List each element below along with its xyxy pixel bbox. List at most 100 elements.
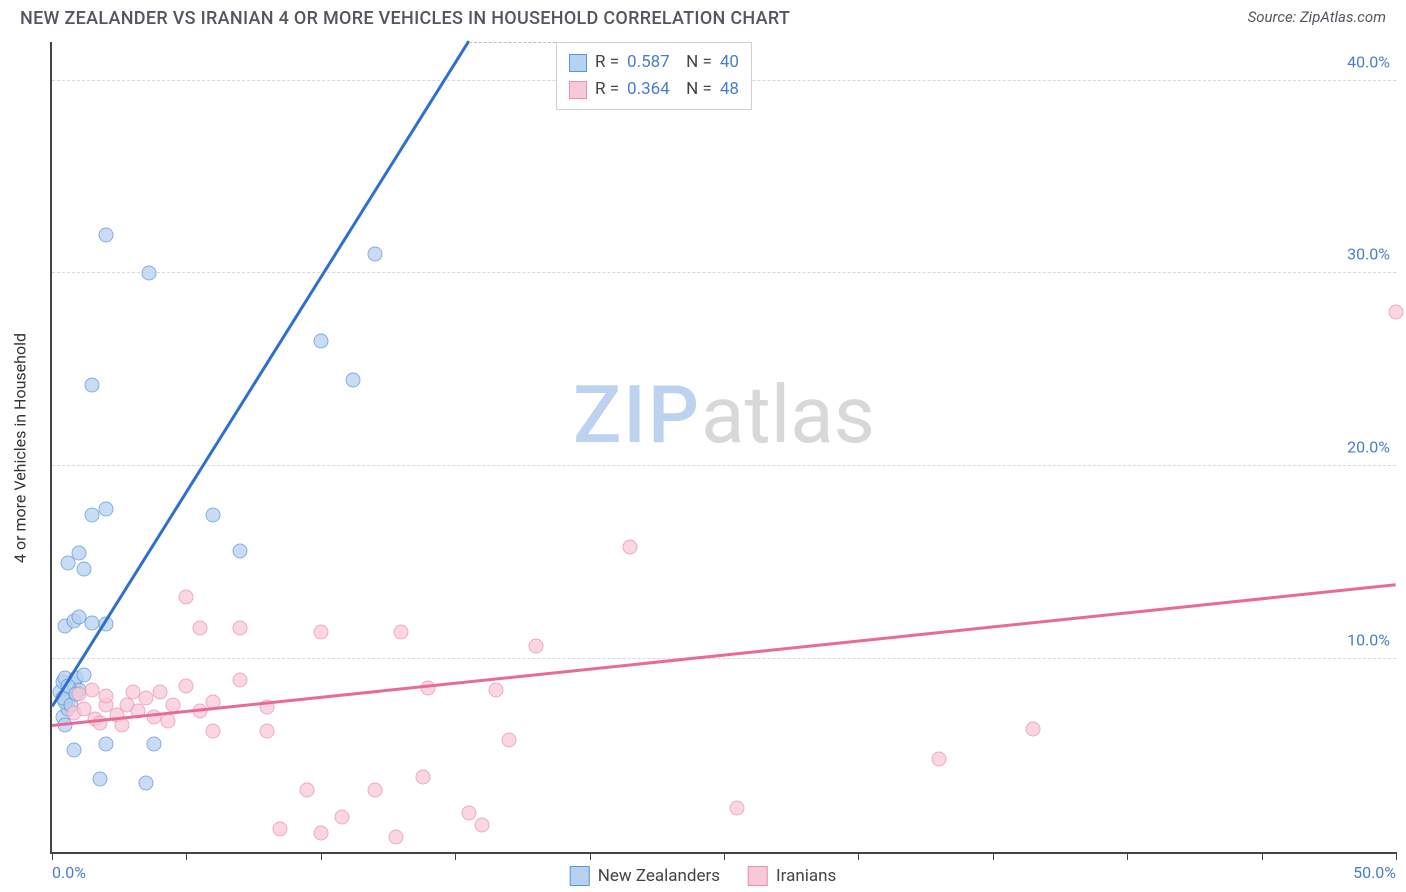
scatter-point: [273, 821, 288, 836]
stat-n-value: 48: [720, 76, 739, 103]
scatter-point: [335, 810, 350, 825]
legend-item: New Zealanders: [570, 866, 720, 886]
chart-title: NEW ZEALANDER VS IRANIAN 4 OR MORE VEHIC…: [20, 8, 790, 29]
scatter-point: [71, 546, 86, 561]
scatter-point: [313, 825, 328, 840]
scatter-point: [93, 771, 108, 786]
gridline-h: [52, 465, 1396, 466]
scatter-point: [488, 683, 503, 698]
scatter-point: [147, 737, 162, 752]
scatter-point: [300, 783, 315, 798]
x-axis-min-label: 0.0%: [52, 863, 86, 882]
scatter-point: [98, 688, 113, 703]
scatter-point: [346, 372, 361, 387]
stat-n-label: N =: [678, 76, 712, 103]
x-tick: [1396, 852, 1397, 860]
x-tick: [993, 852, 994, 860]
scatter-point: [66, 742, 81, 757]
legend-swatch: [570, 866, 590, 886]
x-tick: [590, 852, 591, 860]
scatter-point: [98, 227, 113, 242]
x-tick: [186, 852, 187, 860]
x-tick: [52, 852, 53, 860]
scatter-point: [192, 621, 207, 636]
stat-swatch: [569, 81, 587, 99]
title-bar: NEW ZEALANDER VS IRANIAN 4 OR MORE VEHIC…: [0, 0, 1406, 29]
scatter-point: [233, 673, 248, 688]
scatter-point: [932, 752, 947, 767]
scatter-point: [179, 679, 194, 694]
scatter-point: [475, 818, 490, 833]
scatter-point: [206, 507, 221, 522]
plot-area: ZIPatlas 10.0%20.0%30.0%40.0%0.0%50.0%R …: [50, 42, 1396, 854]
scatter-point: [233, 544, 248, 559]
stat-n-label: N =: [678, 49, 712, 76]
scatter-point: [160, 713, 175, 728]
y-tick-label: 30.0%: [1347, 245, 1390, 264]
x-tick: [455, 852, 456, 860]
scatter-point: [394, 625, 409, 640]
stat-box-connector: [469, 42, 556, 43]
chart-container: NEW ZEALANDER VS IRANIAN 4 OR MORE VEHIC…: [0, 0, 1406, 892]
stat-row: R = 0.587 N = 40: [569, 49, 739, 76]
scatter-point: [179, 590, 194, 605]
stat-row: R = 0.364 N = 48: [569, 76, 739, 103]
plot-area-wrap: 4 or more Vehicles in Household ZIPatlas…: [50, 42, 1396, 854]
y-tick-label: 20.0%: [1347, 438, 1390, 457]
x-tick: [724, 852, 725, 860]
legend-item: Iranians: [748, 866, 836, 886]
source-label: Source: ZipAtlas.com: [1248, 8, 1386, 26]
x-axis-max-label: 50.0%: [1353, 863, 1396, 882]
scatter-point: [260, 723, 275, 738]
legend: New Zealanders Iranians: [570, 866, 837, 886]
scatter-point: [206, 723, 221, 738]
scatter-point: [389, 829, 404, 844]
scatter-point: [139, 775, 154, 790]
y-tick-label: 10.0%: [1347, 631, 1390, 650]
x-tick: [1262, 852, 1263, 860]
x-tick: [1127, 852, 1128, 860]
scatter-point: [141, 266, 156, 281]
scatter-point: [461, 806, 476, 821]
scatter-point: [313, 625, 328, 640]
gridline-h: [52, 272, 1396, 273]
x-tick: [858, 852, 859, 860]
stat-swatch: [569, 54, 587, 72]
y-tick-label: 40.0%: [1347, 52, 1390, 71]
x-tick: [321, 852, 322, 860]
scatter-point: [622, 540, 637, 555]
stat-n-value: 40: [720, 49, 739, 76]
scatter-point: [98, 737, 113, 752]
trend-line: [51, 40, 470, 707]
y-axis-label: 4 or more Vehicles in Household: [11, 333, 30, 563]
scatter-point: [415, 769, 430, 784]
watermark: ZIPatlas: [573, 368, 875, 462]
watermark-part2: atlas: [701, 368, 875, 462]
correlation-stat-box: R = 0.587 N = 40R = 0.364 N = 48: [556, 42, 752, 110]
gridline-h: [52, 658, 1396, 659]
stat-r-value: 0.587: [627, 49, 670, 76]
scatter-point: [1389, 305, 1404, 320]
scatter-point: [421, 681, 436, 696]
scatter-point: [528, 638, 543, 653]
legend-label: New Zealanders: [598, 866, 720, 886]
trend-line: [52, 583, 1396, 726]
scatter-point: [730, 800, 745, 815]
legend-swatch: [748, 866, 768, 886]
scatter-point: [313, 333, 328, 348]
stat-r-label: R =: [595, 76, 619, 103]
legend-label: Iranians: [776, 866, 836, 886]
stat-r-label: R =: [595, 49, 619, 76]
stat-r-value: 0.364: [627, 76, 670, 103]
watermark-part1: ZIP: [573, 368, 701, 462]
scatter-point: [85, 378, 100, 393]
scatter-point: [77, 667, 92, 682]
scatter-point: [1026, 721, 1041, 736]
scatter-point: [501, 733, 516, 748]
scatter-point: [98, 501, 113, 516]
scatter-point: [367, 247, 382, 262]
scatter-point: [77, 561, 92, 576]
scatter-point: [233, 621, 248, 636]
scatter-point: [152, 684, 167, 699]
scatter-point: [367, 783, 382, 798]
